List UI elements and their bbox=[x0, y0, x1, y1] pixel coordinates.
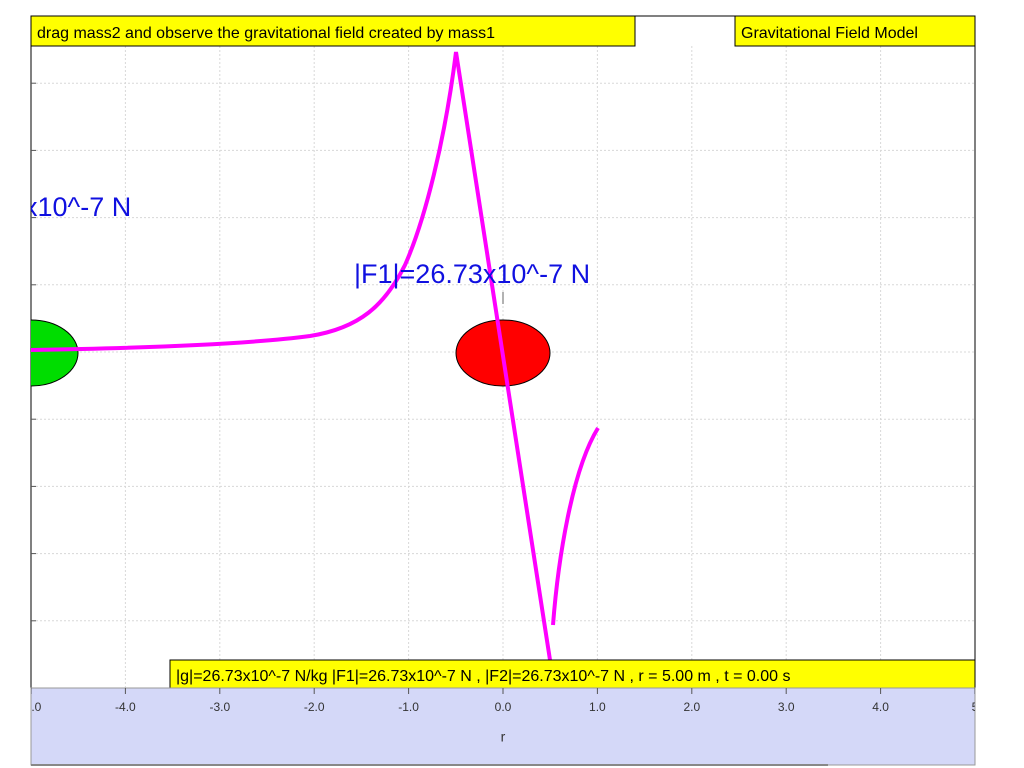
f2-label: x10^-7 N bbox=[24, 192, 131, 222]
title-box bbox=[734, 15, 976, 47]
x-tick-label: 3.0 bbox=[778, 700, 795, 714]
field-curve-right bbox=[551, 426, 600, 626]
x-tick-label: -1.0 bbox=[398, 700, 419, 714]
x-axis-panel bbox=[30, 687, 976, 766]
x-tick-label: -4.0 bbox=[115, 700, 136, 714]
grid bbox=[31, 46, 975, 688]
field-curve bbox=[31, 51, 552, 661]
x-tick-label: 5 bbox=[972, 700, 979, 714]
instruction-box bbox=[30, 15, 636, 47]
x-tick-label: -5.0 bbox=[21, 700, 42, 714]
f1-label: |F1|=26.73x10^-7 N bbox=[354, 259, 590, 289]
x-ticks: -5.0 -4.0 -3.0 -2.0 -1.0 0.0 1.0 2.0 3.0 4.0 5 bbox=[21, 688, 979, 714]
status-box bbox=[169, 659, 976, 689]
x-axis-label: r bbox=[501, 729, 506, 745]
x-tick-label: 1.0 bbox=[589, 700, 606, 714]
mass2[interactable] bbox=[0, 319, 79, 387]
x-tick-label: 4.0 bbox=[872, 700, 889, 714]
x-tick-label: 2.0 bbox=[683, 700, 700, 714]
status: |g|=26.73x10^-7 N/kg |F1|=26.73x10^-7 N … bbox=[176, 668, 790, 685]
x-tick-label: 0.0 bbox=[495, 700, 512, 714]
x-tick-label: -2.0 bbox=[304, 700, 325, 714]
instruction: drag mass2 and observe the gravitational… bbox=[37, 25, 495, 42]
x-tick-label: -3.0 bbox=[209, 700, 230, 714]
title: Gravitational Field Model bbox=[741, 25, 918, 42]
